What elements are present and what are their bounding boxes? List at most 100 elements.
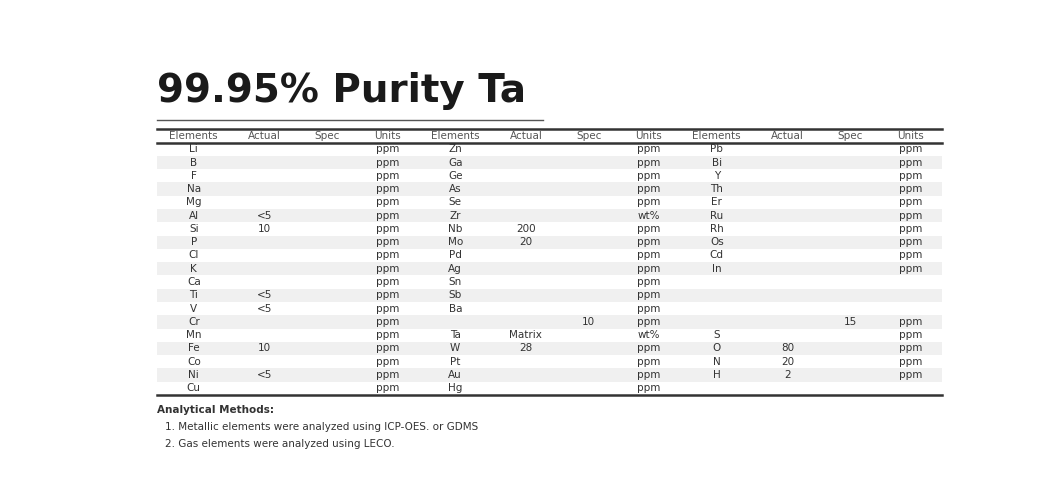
FancyBboxPatch shape	[157, 169, 941, 182]
Text: Cr: Cr	[188, 317, 199, 327]
Text: ppm: ppm	[899, 317, 922, 327]
Text: B: B	[190, 158, 197, 168]
Text: Actual: Actual	[771, 131, 803, 141]
FancyBboxPatch shape	[157, 196, 941, 209]
Text: Er: Er	[711, 198, 722, 207]
Text: ppm: ppm	[375, 370, 399, 380]
FancyBboxPatch shape	[157, 222, 941, 235]
Text: Nb: Nb	[448, 224, 462, 234]
Text: Mo: Mo	[447, 237, 463, 247]
Text: Co: Co	[187, 356, 200, 366]
Text: Spec: Spec	[576, 131, 601, 141]
Text: ppm: ppm	[637, 344, 660, 353]
Text: Rh: Rh	[710, 224, 724, 234]
Text: wt%: wt%	[637, 210, 660, 220]
Text: ppm: ppm	[637, 171, 660, 181]
Text: 1. Metallic elements were analyzed using ICP-OES. or GDMS: 1. Metallic elements were analyzed using…	[165, 422, 479, 432]
Text: F: F	[191, 171, 197, 181]
Text: H: H	[713, 370, 721, 380]
Text: Ge: Ge	[448, 171, 462, 181]
Text: ppm: ppm	[375, 356, 399, 366]
Text: Spec: Spec	[315, 131, 340, 141]
Text: ppm: ppm	[375, 290, 399, 300]
Text: Ba: Ba	[448, 304, 462, 314]
Text: Pb: Pb	[710, 144, 723, 154]
Text: In: In	[712, 264, 722, 274]
Text: Elements: Elements	[431, 131, 479, 141]
Text: 20: 20	[781, 356, 794, 366]
Text: ppm: ppm	[375, 184, 399, 194]
Text: ppm: ppm	[899, 210, 922, 220]
Text: Ag: Ag	[448, 264, 462, 274]
FancyBboxPatch shape	[157, 182, 941, 196]
Text: 10: 10	[258, 344, 271, 353]
Text: Os: Os	[710, 237, 724, 247]
Text: 28: 28	[519, 344, 532, 353]
Text: Zn: Zn	[448, 144, 462, 154]
FancyBboxPatch shape	[157, 262, 941, 276]
Text: ppm: ppm	[637, 198, 660, 207]
FancyBboxPatch shape	[157, 156, 941, 169]
Text: Cl: Cl	[189, 250, 199, 260]
FancyBboxPatch shape	[157, 328, 941, 342]
Text: ppm: ppm	[899, 237, 922, 247]
FancyBboxPatch shape	[157, 249, 941, 262]
Text: Analytical Methods:: Analytical Methods:	[157, 404, 275, 414]
FancyBboxPatch shape	[157, 130, 941, 142]
FancyBboxPatch shape	[157, 142, 941, 156]
Text: ppm: ppm	[637, 290, 660, 300]
Text: O: O	[712, 344, 721, 353]
Text: Pt: Pt	[450, 356, 460, 366]
Text: P: P	[191, 237, 197, 247]
Text: ppm: ppm	[899, 330, 922, 340]
Text: Li: Li	[190, 144, 198, 154]
Text: Fe: Fe	[188, 344, 199, 353]
Text: Au: Au	[448, 370, 462, 380]
Text: ppm: ppm	[637, 144, 660, 154]
Text: ppm: ppm	[375, 264, 399, 274]
Text: ppm: ppm	[899, 184, 922, 194]
FancyBboxPatch shape	[157, 288, 941, 302]
Text: ppm: ppm	[375, 330, 399, 340]
Text: Na: Na	[187, 184, 200, 194]
Text: 200: 200	[516, 224, 535, 234]
Text: ppm: ppm	[375, 198, 399, 207]
Text: 80: 80	[781, 344, 794, 353]
Text: Ni: Ni	[189, 370, 199, 380]
FancyBboxPatch shape	[157, 342, 941, 355]
Text: ppm: ppm	[899, 344, 922, 353]
Text: ppm: ppm	[375, 144, 399, 154]
Text: wt%: wt%	[637, 330, 660, 340]
Text: 10: 10	[258, 224, 271, 234]
Text: Se: Se	[448, 198, 462, 207]
Text: ppm: ppm	[375, 277, 399, 287]
Text: ppm: ppm	[637, 237, 660, 247]
Text: V: V	[190, 304, 197, 314]
Text: Cu: Cu	[187, 384, 200, 394]
Text: <5: <5	[257, 290, 272, 300]
Text: Spec: Spec	[837, 131, 863, 141]
Text: <5: <5	[257, 210, 272, 220]
Text: ppm: ppm	[637, 224, 660, 234]
Text: Ca: Ca	[187, 277, 200, 287]
Text: ppm: ppm	[899, 370, 922, 380]
Text: ppm: ppm	[375, 304, 399, 314]
Text: ppm: ppm	[375, 224, 399, 234]
Text: Actual: Actual	[248, 131, 281, 141]
Text: <5: <5	[257, 304, 272, 314]
Text: ppm: ppm	[375, 171, 399, 181]
Text: 2. Gas elements were analyzed using LECO.: 2. Gas elements were analyzed using LECO…	[165, 439, 395, 449]
Text: Mg: Mg	[186, 198, 201, 207]
Text: 20: 20	[519, 237, 532, 247]
Text: Elements: Elements	[170, 131, 218, 141]
FancyBboxPatch shape	[157, 302, 941, 316]
Text: Ta: Ta	[449, 330, 461, 340]
Text: Hg: Hg	[448, 384, 462, 394]
Text: Th: Th	[710, 184, 723, 194]
Text: ppm: ppm	[637, 184, 660, 194]
Text: 10: 10	[582, 317, 596, 327]
Text: W: W	[450, 344, 460, 353]
Text: Units: Units	[897, 131, 923, 141]
Text: Y: Y	[713, 171, 720, 181]
Text: Bi: Bi	[711, 158, 722, 168]
